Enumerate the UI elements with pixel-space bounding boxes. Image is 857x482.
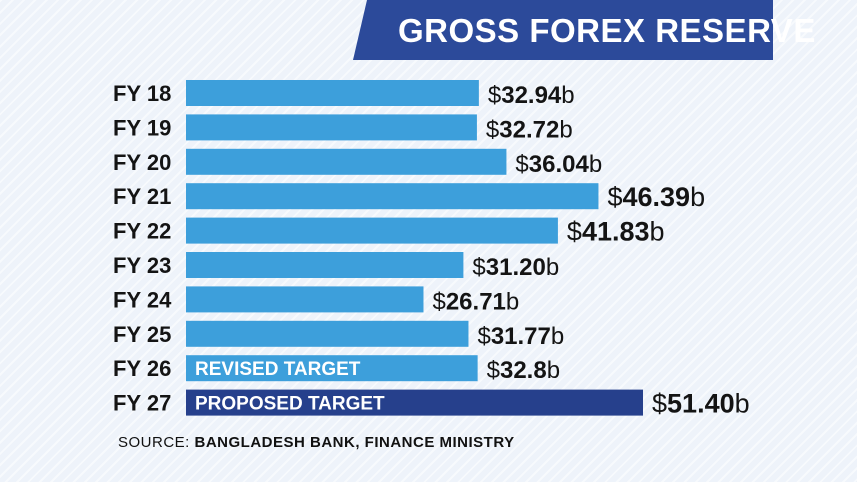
value-label: $32.94b bbox=[488, 82, 575, 109]
category-label: FY 20 bbox=[113, 150, 171, 175]
value-prefix: $ bbox=[607, 182, 622, 212]
bar-note: PROPOSED TARGET bbox=[195, 394, 385, 415]
category-label: FY 22 bbox=[113, 219, 171, 244]
source-text: BANGLADESH BANK, FINANCE MINISTRY bbox=[194, 434, 515, 451]
value-number: 31.20 bbox=[486, 254, 546, 281]
value-suffix: b bbox=[650, 217, 665, 247]
category-label: FY 26 bbox=[113, 356, 171, 381]
bar-note: REVISED TARGET bbox=[195, 359, 361, 380]
category-label: FY 24 bbox=[113, 287, 172, 312]
value-prefix: $ bbox=[477, 323, 490, 350]
value-suffix: b bbox=[547, 357, 560, 384]
value-prefix: $ bbox=[486, 116, 499, 143]
value-prefix: $ bbox=[567, 217, 582, 247]
value-suffix: b bbox=[561, 82, 574, 109]
bar bbox=[186, 183, 599, 210]
value-suffix: b bbox=[559, 116, 572, 143]
value-prefix: $ bbox=[432, 288, 445, 315]
value-number: 32.72 bbox=[499, 116, 559, 143]
value-suffix: b bbox=[589, 151, 602, 178]
bar bbox=[186, 217, 558, 244]
title-banner bbox=[353, 0, 773, 60]
bar bbox=[186, 80, 479, 106]
bar bbox=[186, 114, 477, 141]
category-label: FY 23 bbox=[113, 253, 171, 278]
value-number: 31.77 bbox=[491, 323, 551, 350]
category-label: FY 21 bbox=[113, 184, 171, 209]
value-prefix: $ bbox=[515, 151, 528, 178]
value-prefix: $ bbox=[652, 389, 667, 419]
category-label: FY 19 bbox=[113, 115, 171, 140]
value-label: $51.40b bbox=[652, 389, 750, 419]
value-prefix: $ bbox=[488, 82, 501, 109]
bar bbox=[186, 286, 424, 313]
bar bbox=[186, 148, 507, 175]
chart-title: GROSS FOREX RESERVE bbox=[398, 12, 816, 49]
bar bbox=[186, 389, 643, 416]
source-label: SOURCE: bbox=[118, 434, 190, 451]
value-suffix: b bbox=[506, 288, 519, 315]
value-suffix: b bbox=[735, 389, 750, 419]
value-number: 46.39 bbox=[622, 182, 690, 212]
bar bbox=[186, 252, 464, 278]
value-suffix: b bbox=[690, 182, 705, 212]
value-number: 51.40 bbox=[667, 389, 735, 419]
value-label: $41.83b bbox=[567, 217, 665, 247]
value-label: $46.39b bbox=[607, 182, 705, 212]
value-number: 32.8 bbox=[500, 357, 547, 384]
value-prefix: $ bbox=[487, 357, 500, 384]
category-label: FY 25 bbox=[113, 322, 171, 347]
value-suffix: b bbox=[551, 323, 564, 350]
value-label: $31.77b bbox=[477, 323, 564, 350]
value-label: $26.71b bbox=[432, 288, 519, 315]
category-label: FY 18 bbox=[113, 81, 171, 106]
value-label: $36.04b bbox=[515, 151, 602, 178]
bar bbox=[186, 320, 469, 347]
source-note: SOURCE: BANGLADESH BANK, FINANCE MINISTR… bbox=[118, 434, 515, 451]
category-label: FY 27 bbox=[113, 391, 171, 416]
value-number: 32.94 bbox=[501, 82, 562, 109]
value-suffix: b bbox=[546, 254, 559, 281]
value-label: $31.20b bbox=[472, 254, 559, 281]
value-number: 41.83 bbox=[582, 217, 650, 247]
value-number: 26.71 bbox=[446, 288, 506, 315]
value-prefix: $ bbox=[472, 254, 485, 281]
value-label: $32.72b bbox=[486, 116, 573, 143]
value-label: $32.8b bbox=[487, 357, 560, 384]
value-number: 36.04 bbox=[529, 151, 590, 178]
bar bbox=[186, 355, 478, 382]
